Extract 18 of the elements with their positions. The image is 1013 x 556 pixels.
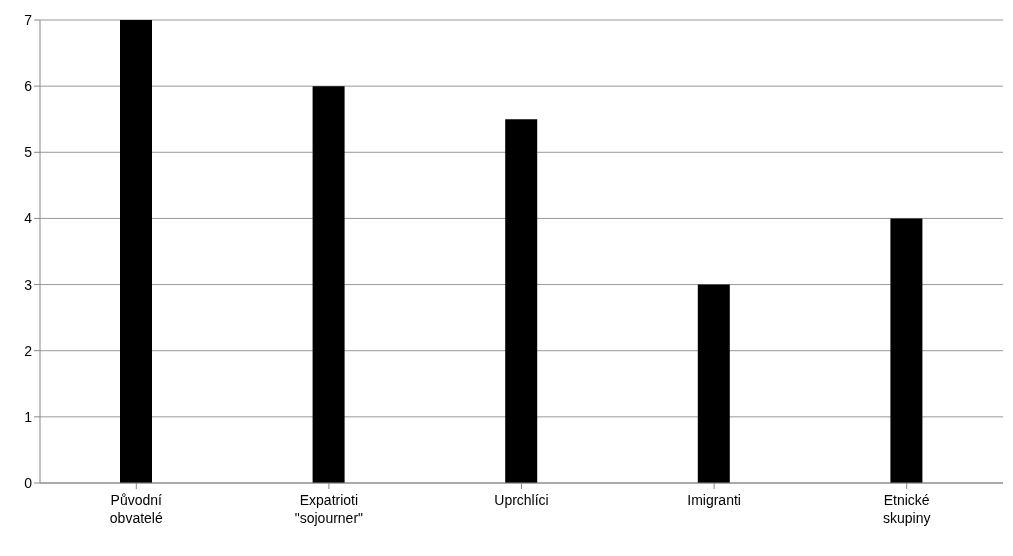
bar bbox=[697, 284, 730, 483]
y-tick-label: 5 bbox=[24, 144, 33, 161]
y-tick-label: 0 bbox=[24, 474, 33, 491]
y-tick-label: 4 bbox=[24, 210, 33, 227]
x-tick-label: Imigranti bbox=[687, 492, 741, 508]
bar bbox=[890, 218, 923, 483]
y-tick-label: 7 bbox=[24, 11, 33, 28]
x-tick-label: Uprchlíci bbox=[494, 492, 549, 508]
x-tick-label: Etnické skupiny bbox=[882, 492, 931, 526]
y-tick-label: 1 bbox=[24, 408, 33, 425]
y-tick-label: 2 bbox=[24, 342, 33, 359]
y-tick-label: 3 bbox=[24, 276, 33, 293]
y-tick-label: 6 bbox=[24, 78, 33, 95]
x-tick-label: Expatrioti "sojourner" bbox=[294, 492, 364, 526]
bar bbox=[312, 86, 345, 483]
bar bbox=[120, 20, 152, 483]
x-tick-label: Původní obvatelé bbox=[109, 492, 163, 526]
bar bbox=[505, 119, 538, 483]
